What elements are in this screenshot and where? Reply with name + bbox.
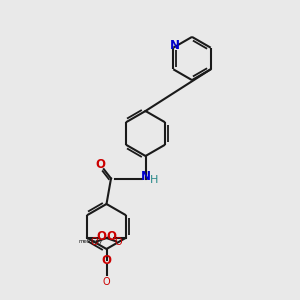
Text: O: O (115, 237, 122, 247)
Text: O: O (106, 230, 117, 243)
Text: methoxy: methoxy (79, 239, 103, 244)
Text: H: H (150, 175, 158, 185)
Text: O: O (95, 158, 105, 171)
Text: O: O (96, 230, 106, 243)
Text: O: O (101, 254, 112, 268)
Text: O: O (103, 277, 110, 287)
Text: O: O (90, 237, 98, 247)
Text: N: N (170, 39, 180, 52)
Text: N: N (141, 170, 151, 184)
